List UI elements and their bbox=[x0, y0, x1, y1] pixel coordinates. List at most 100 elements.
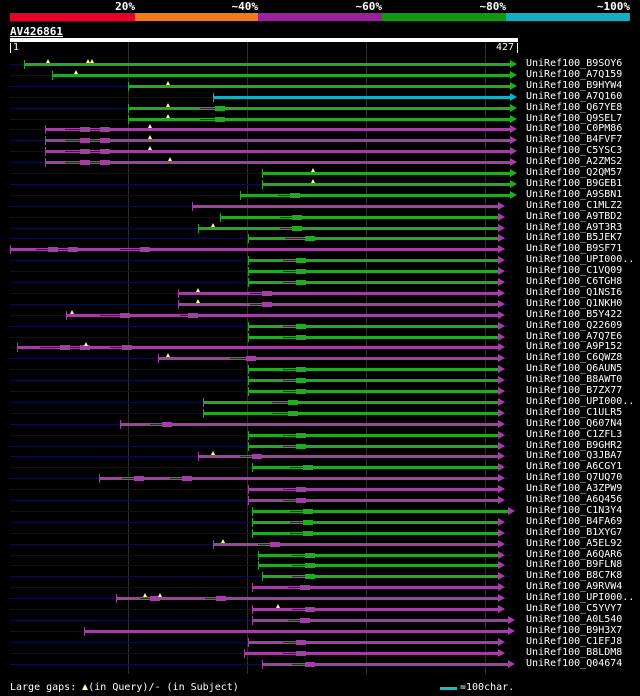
hit-row[interactable]: UniRef100_B8AWT0 bbox=[0, 374, 640, 386]
hit-name-link[interactable]: UniRef100_B9GEB1 bbox=[526, 178, 623, 189]
hit-name-link[interactable]: UniRef100_Q7UQ70 bbox=[526, 472, 623, 483]
hit-row[interactable]: UniRef100_B9SOY6 bbox=[0, 58, 640, 70]
hit-name-link[interactable]: UniRef100_A6QAR6 bbox=[526, 549, 623, 560]
hit-row[interactable]: UniRef100_A3ZPW9 bbox=[0, 483, 640, 495]
hit-row[interactable]: UniRef100_Q67YE8 bbox=[0, 102, 640, 114]
hit-row[interactable]: UniRef100_A6QAR6 bbox=[0, 549, 640, 561]
hit-row[interactable]: UniRef100_A9RVW4 bbox=[0, 581, 640, 593]
hit-name-link[interactable]: UniRef100_A6Q456 bbox=[526, 494, 623, 505]
hit-row[interactable]: UniRef100_B8LDM8 bbox=[0, 647, 640, 659]
hit-alignment-bar[interactable] bbox=[198, 455, 498, 458]
hit-row[interactable]: UniRef100_A7Q160 bbox=[0, 91, 640, 103]
hit-row[interactable]: UniRef100_C1MLZ2 bbox=[0, 200, 640, 212]
hit-alignment-bar[interactable] bbox=[248, 434, 498, 437]
hit-name-link[interactable]: UniRef100_B9SF71 bbox=[526, 243, 623, 254]
hit-row[interactable]: UniRef100_Q04674 bbox=[0, 658, 640, 670]
hit-name-link[interactable]: UniRef100_A7Q160 bbox=[526, 91, 623, 102]
hit-alignment-bar[interactable] bbox=[252, 510, 508, 513]
hit-alignment-bar[interactable] bbox=[252, 608, 498, 611]
hit-row[interactable]: UniRef100_A6Q456 bbox=[0, 494, 640, 506]
hit-alignment-bar[interactable] bbox=[203, 412, 498, 415]
hit-alignment-bar[interactable] bbox=[66, 314, 498, 317]
hit-name-link[interactable]: UniRef100_B9SOY6 bbox=[526, 58, 623, 69]
hit-name-link[interactable]: UniRef100_A9RVW4 bbox=[526, 581, 623, 592]
hit-name-link[interactable]: UniRef100_UPI000.. bbox=[526, 396, 635, 407]
hit-row[interactable]: UniRef100_C1EFJ8 bbox=[0, 636, 640, 648]
hit-name-link[interactable]: UniRef100_A5EL92 bbox=[526, 538, 623, 549]
hit-name-link[interactable]: UniRef100_A9P152 bbox=[526, 341, 623, 352]
hit-name-link[interactable]: UniRef100_B4FVF7 bbox=[526, 134, 623, 145]
hit-row[interactable]: UniRef100_B9GHR2 bbox=[0, 440, 640, 452]
hit-row[interactable]: UniRef100_B5JEK7 bbox=[0, 232, 640, 244]
hit-row[interactable]: UniRef100_Q607N4 bbox=[0, 418, 640, 430]
hit-alignment-bar[interactable] bbox=[192, 205, 498, 208]
hit-alignment-bar[interactable] bbox=[252, 521, 498, 524]
hit-row[interactable]: UniRef100_A6CGY1 bbox=[0, 461, 640, 473]
hit-alignment-bar[interactable] bbox=[248, 336, 498, 339]
hit-row[interactable]: UniRef100_C1VQ09 bbox=[0, 265, 640, 277]
hit-row[interactable]: UniRef100_A9TBD2 bbox=[0, 211, 640, 223]
hit-row[interactable]: UniRef100_UPI000.. bbox=[0, 592, 640, 604]
hit-alignment-bar[interactable] bbox=[262, 172, 510, 175]
hit-alignment-bar[interactable] bbox=[220, 216, 498, 219]
hit-row[interactable]: UniRef100_A0L540 bbox=[0, 614, 640, 626]
hit-row[interactable]: UniRef100_C1N3Y4 bbox=[0, 505, 640, 517]
hit-name-link[interactable]: UniRef100_A3ZPW9 bbox=[526, 483, 623, 494]
hit-alignment-bar[interactable] bbox=[158, 357, 498, 360]
hit-alignment-bar[interactable] bbox=[84, 630, 508, 633]
hit-row[interactable]: UniRef100_A5EL92 bbox=[0, 538, 640, 550]
hit-alignment-bar[interactable] bbox=[45, 128, 510, 131]
hit-name-link[interactable]: UniRef100_C1ULR5 bbox=[526, 407, 623, 418]
hit-alignment-bar[interactable] bbox=[244, 652, 498, 655]
hit-name-link[interactable]: UniRef100_C5YSC3 bbox=[526, 145, 623, 156]
hit-name-link[interactable]: UniRef100_A7Q159 bbox=[526, 69, 623, 80]
hit-alignment-bar[interactable] bbox=[45, 150, 510, 153]
hit-row[interactable]: UniRef100_B1XYG7 bbox=[0, 527, 640, 539]
hit-alignment-bar[interactable] bbox=[248, 259, 498, 262]
hit-row[interactable]: UniRef100_Q9SEL7 bbox=[0, 113, 640, 125]
hit-name-link[interactable]: UniRef100_UPI000.. bbox=[526, 592, 635, 603]
hit-alignment-bar[interactable] bbox=[178, 292, 498, 295]
hit-row[interactable]: UniRef100_Q6AUN5 bbox=[0, 363, 640, 375]
hit-row[interactable]: UniRef100_B9GEB1 bbox=[0, 178, 640, 190]
hit-name-link[interactable]: UniRef100_C1VQ09 bbox=[526, 265, 623, 276]
hit-alignment-bar[interactable] bbox=[17, 346, 498, 349]
hit-alignment-bar[interactable] bbox=[262, 663, 508, 666]
hit-row[interactable]: UniRef100_A7Q7E6 bbox=[0, 331, 640, 343]
hit-row[interactable]: UniRef100_A9P152 bbox=[0, 341, 640, 353]
hit-name-link[interactable]: UniRef100_Q3JBA7 bbox=[526, 450, 623, 461]
hit-name-link[interactable]: UniRef100_B8LDM8 bbox=[526, 647, 623, 658]
hit-row[interactable]: UniRef100_C1ULR5 bbox=[0, 407, 640, 419]
hit-name-link[interactable]: UniRef100_A6CGY1 bbox=[526, 461, 623, 472]
hit-name-link[interactable]: UniRef100_Q2QM57 bbox=[526, 167, 623, 178]
hit-row[interactable]: UniRef100_B5Y422 bbox=[0, 309, 640, 321]
hit-row[interactable]: UniRef100_Q22609 bbox=[0, 320, 640, 332]
hit-alignment-bar[interactable] bbox=[258, 554, 498, 557]
hit-row[interactable]: UniRef100_B9SF71 bbox=[0, 243, 640, 255]
hit-alignment-bar[interactable] bbox=[24, 63, 510, 66]
hit-alignment-bar[interactable] bbox=[99, 477, 498, 480]
hit-row[interactable]: UniRef100_C6TGH8 bbox=[0, 276, 640, 288]
hit-name-link[interactable]: UniRef100_B9H3X7 bbox=[526, 625, 623, 636]
hit-alignment-bar[interactable] bbox=[248, 368, 498, 371]
hit-name-link[interactable]: UniRef100_A9TBD2 bbox=[526, 211, 623, 222]
hit-row[interactable]: UniRef100_C0PM86 bbox=[0, 123, 640, 135]
hit-name-link[interactable]: UniRef100_Q9SEL7 bbox=[526, 113, 623, 124]
hit-name-link[interactable]: UniRef100_B7ZX77 bbox=[526, 385, 623, 396]
hit-name-link[interactable]: UniRef100_A0L540 bbox=[526, 614, 623, 625]
hit-name-link[interactable]: UniRef100_A9T3R3 bbox=[526, 222, 623, 233]
hit-name-link[interactable]: UniRef100_B9FLN8 bbox=[526, 559, 623, 570]
hit-row[interactable]: UniRef100_Q3JBA7 bbox=[0, 450, 640, 462]
hit-name-link[interactable]: UniRef100_A9SBN1 bbox=[526, 189, 623, 200]
hit-name-link[interactable]: UniRef100_Q04674 bbox=[526, 658, 623, 669]
hit-name-link[interactable]: UniRef100_B8C7K8 bbox=[526, 570, 623, 581]
hit-alignment-bar[interactable] bbox=[248, 445, 498, 448]
hit-alignment-bar[interactable] bbox=[248, 281, 498, 284]
hit-name-link[interactable]: UniRef100_Q1NSI6 bbox=[526, 287, 623, 298]
hit-row[interactable]: UniRef100_UPI000.. bbox=[0, 254, 640, 266]
hit-alignment-bar[interactable] bbox=[248, 499, 498, 502]
hit-name-link[interactable]: UniRef100_A2ZMS2 bbox=[526, 156, 623, 167]
hit-name-link[interactable]: UniRef100_UPI000.. bbox=[526, 254, 635, 265]
hit-alignment-bar[interactable] bbox=[128, 118, 510, 121]
hit-row[interactable]: UniRef100_B8C7K8 bbox=[0, 570, 640, 582]
